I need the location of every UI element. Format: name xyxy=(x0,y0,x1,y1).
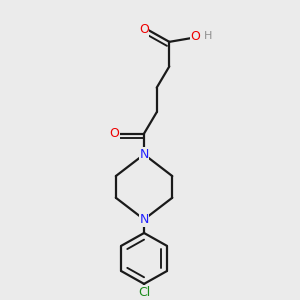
Text: H: H xyxy=(203,31,212,41)
Text: O: O xyxy=(110,127,120,140)
Text: N: N xyxy=(140,148,149,161)
Text: O: O xyxy=(191,30,201,43)
Text: Cl: Cl xyxy=(138,286,150,299)
Text: O: O xyxy=(139,23,149,36)
Text: N: N xyxy=(140,213,149,226)
